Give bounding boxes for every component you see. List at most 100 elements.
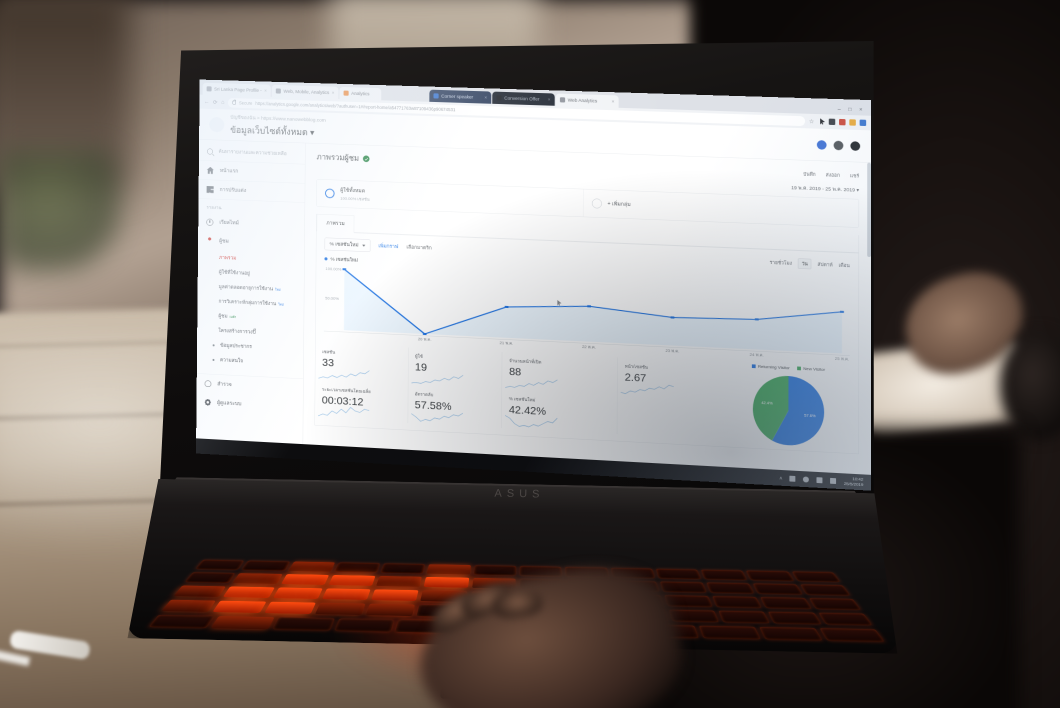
scorecard-bounce-rate[interactable]: อัตราตลับ 57.58% — [407, 385, 503, 429]
save-button[interactable]: บันทึก — [801, 170, 816, 178]
cursor-arrow-icon — [820, 118, 825, 124]
sidebar[interactable]: ค้นหารายงานและความช่วยเหลือ หน้าแรก การป… — [196, 139, 306, 460]
generic-favicon — [206, 86, 212, 92]
export-button[interactable]: ส่งออก — [824, 171, 840, 179]
pie-legend-label: New Visitor — [803, 366, 826, 373]
browser-tab[interactable]: Conversion Offer × — [492, 91, 555, 106]
sparkline — [411, 408, 463, 424]
window-controls[interactable]: – □ × — [838, 106, 868, 115]
x-tick-label: 21 พ.ค. — [499, 340, 514, 346]
select-metric-button[interactable]: เลือกมาตริก — [406, 244, 432, 252]
taskbar-clock[interactable]: 10:42 25/5/2019 — [844, 476, 863, 488]
search-icon — [206, 148, 214, 155]
scorecard-sessions[interactable]: เซสชัน 33 — [315, 343, 409, 386]
subitem-label: ผู้ใช้ที่ใช้งานอยู่ — [218, 269, 250, 277]
main-panel: ภาพรวมผู้ชม บันทึก ส่งออก แชร์ 19 พ.ค. 2… — [302, 143, 872, 491]
close-icon[interactable]: × — [331, 90, 335, 96]
close-icon[interactable]: × — [264, 88, 267, 94]
battery-icon[interactable] — [816, 476, 823, 484]
bullet-icon — [212, 344, 215, 347]
notifications-icon[interactable] — [816, 139, 827, 150]
minimize-button[interactable]: – — [837, 106, 841, 113]
dark-ext-icon[interactable] — [828, 118, 836, 126]
granularity-daily[interactable]: วัน — [797, 258, 812, 270]
new-vs-returning-chart[interactable]: Returning Visitor New Visitor 57.6% 42.4% — [714, 362, 859, 454]
scorecard-empty — [618, 396, 714, 439]
browser-tab[interactable]: Corner speaker × — [429, 89, 492, 104]
home-icon[interactable]: ⌂ — [221, 99, 225, 106]
add-segment-label: + เพิ่มกลุ่ม — [607, 201, 631, 208]
laptop-screen[interactable]: Sri Lanka Page Profile - × Web, Mobile, … — [196, 79, 872, 491]
scorecard-pageviews[interactable]: จำนวนหน้าที่เปิด 88 — [502, 351, 618, 396]
svg-text:57.6%: 57.6% — [804, 413, 816, 418]
scorecard-pages-per-session[interactable]: หน้า/เซสชัน 2.67 — [618, 357, 714, 400]
sidebar-item-label: ผู้ชม — [219, 238, 229, 245]
maximize-button[interactable]: □ — [848, 106, 852, 113]
back-icon[interactable]: ← — [203, 98, 210, 105]
blue-ext-icon[interactable] — [859, 119, 867, 127]
metric-selector-label: % เซสชันใหม่ — [329, 241, 359, 249]
subitem-label: ข้อมูลประชากร — [220, 342, 252, 350]
granularity-monthly[interactable]: เดือน — [838, 262, 850, 268]
customization-icon — [207, 186, 214, 193]
mouse-object — [1000, 330, 1060, 440]
network-icon[interactable] — [789, 475, 796, 482]
report-actions[interactable]: บันทึก ส่งออก แชร์ — [801, 170, 859, 180]
scorecard-users[interactable]: ผู้ใช้ 19 — [408, 347, 503, 391]
close-icon[interactable]: × — [611, 98, 615, 105]
page-title[interactable]: ข้อมูลเว็บไซต์ทั้งหมด ▾ — [230, 123, 326, 140]
segment-all-users[interactable]: ผู้ใช้ทั้งหมด 100.00% เซสชัน — [316, 179, 584, 217]
header-icons[interactable] — [816, 139, 861, 151]
red-ext-icon[interactable] — [839, 118, 846, 126]
granularity-weekly[interactable]: สัปดาห์ — [817, 261, 833, 268]
yellow-ext-icon[interactable] — [849, 119, 856, 126]
close-window-button[interactable]: × — [859, 107, 863, 113]
sidebar-item-admin[interactable]: ผู้ดูแลระบบ — [196, 392, 303, 416]
vertical-scrollbar[interactable] — [867, 162, 872, 258]
tab-overview[interactable]: ภาพรวม — [316, 213, 355, 234]
granularity-hourly[interactable]: รายชั่วโมง — [769, 259, 793, 266]
chevron-down-icon[interactable]: ▾ — [856, 187, 860, 194]
browser-tab[interactable]: Sri Lanka Page Profile - × — [202, 82, 271, 97]
sidebar-item-label: ผู้ดูแลระบบ — [217, 400, 242, 407]
analytics-logo — [209, 116, 225, 133]
add-segment-button[interactable]: + เพิ่มกลุ่ม — [583, 189, 858, 227]
chevron-down-icon[interactable] — [362, 244, 366, 247]
reload-icon[interactable]: ⟳ — [212, 99, 218, 106]
pie-chart-svg[interactable]: 57.6% 42.4% — [748, 369, 829, 452]
help-icon[interactable] — [833, 140, 844, 151]
bookmark-star-icon[interactable]: ☆ — [808, 118, 815, 125]
segment-name: ผู้ใช้ทั้งหมด — [340, 187, 366, 194]
new-badge: ใหม่ — [275, 288, 281, 292]
chevron-down-icon[interactable]: ▾ — [309, 127, 315, 138]
scorecard-avg-session-duration[interactable]: ระยะเวลาเซสชันโดยเฉลี่ย 00:03:12 — [315, 380, 409, 424]
sidebar-item-label: สำรวจ — [217, 381, 232, 388]
x-tick-label: 25 พ.ค. — [834, 356, 850, 362]
browser-tab[interactable]: Web Analytics × — [555, 93, 619, 108]
browser-tab[interactable]: Analytics — [339, 86, 382, 101]
metric-selector[interactable]: % เซสชันใหม่ — [324, 237, 371, 253]
close-icon[interactable]: × — [547, 96, 551, 103]
dark-favicon — [496, 95, 502, 101]
volume-icon[interactable] — [803, 476, 810, 483]
browser-tab[interactable]: Web, Mobile, Analytics × — [271, 84, 339, 99]
add-chart-button[interactable]: เพิ่มกราฟ — [378, 243, 399, 250]
beta-badge: เบต้า — [229, 315, 237, 319]
share-button[interactable]: แชร์ — [849, 172, 859, 180]
line-chart[interactable]: 100.00% 50.00% 20 พ.ค. 21 พ.ค. 22 พ.ค. 23 พ… — [323, 264, 850, 362]
extensions-area[interactable] — [818, 118, 867, 127]
close-icon[interactable]: × — [484, 94, 488, 101]
home-icon — [207, 167, 214, 174]
subitem-label: มูลค่าตลอดอายุการใช้งาน — [218, 284, 274, 292]
segment-sub: 100.00% เซสชัน — [340, 196, 370, 202]
granularity-controls[interactable]: รายชั่วโมง วัน สัปดาห์ เดือน — [770, 257, 850, 271]
scorecard-new-sessions[interactable]: % เซสชันใหม่ 42.42% — [501, 390, 618, 435]
orange-favicon — [343, 90, 349, 96]
lock-icon — [232, 100, 236, 105]
keyboard-layout-icon[interactable] — [830, 477, 837, 484]
tab-title: Sri Lanka Page Profile - — [214, 86, 262, 94]
avatar[interactable] — [850, 140, 861, 151]
sparkline — [411, 371, 463, 387]
tray-expand-icon[interactable]: ʌ — [779, 475, 783, 481]
